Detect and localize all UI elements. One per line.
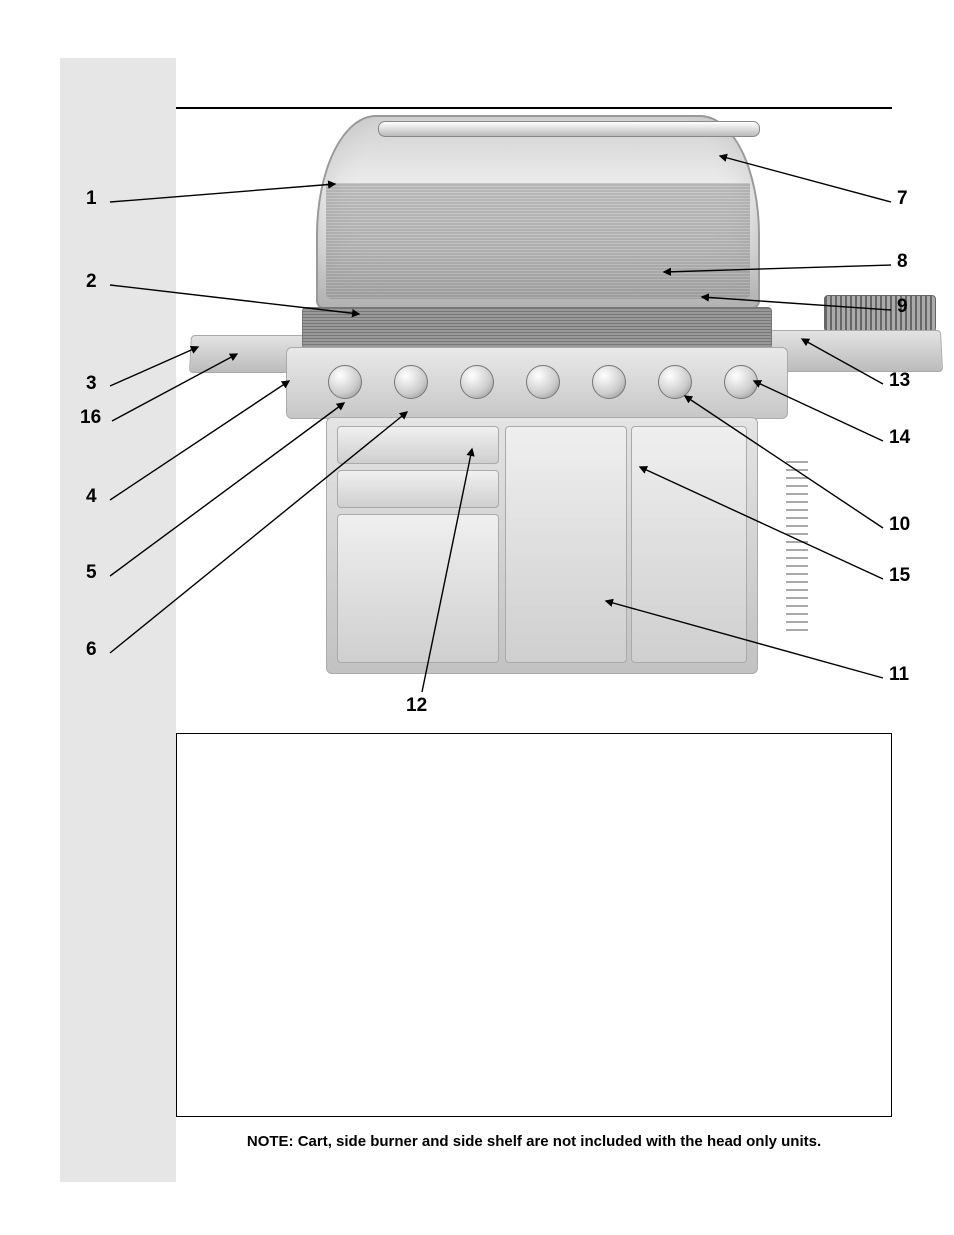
right-side-shelf <box>769 330 943 372</box>
cart-drawer <box>337 426 499 464</box>
callout-number: 11 <box>889 664 909 686</box>
cart-door <box>631 426 747 663</box>
control-knob <box>328 365 362 399</box>
callout-number: 14 <box>889 427 910 449</box>
legend-box <box>176 733 892 1117</box>
top-rule <box>176 107 892 109</box>
callout-number: 3 <box>86 373 97 395</box>
left-sidebar-band <box>60 58 176 1182</box>
callout-number: 6 <box>86 639 97 661</box>
callout-number: 10 <box>889 514 910 536</box>
diagram-area <box>176 120 892 705</box>
cooking-grate <box>302 307 772 349</box>
control-knob <box>592 365 626 399</box>
control-knob <box>526 365 560 399</box>
lid-interior <box>326 183 750 299</box>
callout-number: 2 <box>86 271 97 293</box>
callout-number: 7 <box>897 188 908 210</box>
cart-door <box>337 514 499 663</box>
callout-number: 13 <box>889 370 910 392</box>
side-burner-grate <box>824 295 936 332</box>
callout-number: 5 <box>86 562 97 584</box>
cart-door <box>505 426 627 663</box>
control-knob <box>394 365 428 399</box>
side-vent <box>786 455 808 635</box>
footer-note: NOTE: Cart, side burner and side shelf a… <box>176 1133 892 1150</box>
cart-drawer <box>337 470 499 508</box>
control-knob <box>658 365 692 399</box>
control-knob <box>460 365 494 399</box>
callout-number: 1 <box>86 188 97 210</box>
grill-lid <box>316 115 760 309</box>
grill-illustration <box>286 125 786 680</box>
callout-number: 15 <box>889 565 910 587</box>
lid-handle <box>378 121 760 137</box>
control-knob <box>724 365 758 399</box>
callout-number: 16 <box>80 407 101 429</box>
grill-cart <box>326 417 758 674</box>
callout-number: 9 <box>897 296 908 318</box>
callout-number: 12 <box>406 695 427 717</box>
callout-number: 8 <box>897 251 908 273</box>
callout-number: 4 <box>86 486 97 508</box>
